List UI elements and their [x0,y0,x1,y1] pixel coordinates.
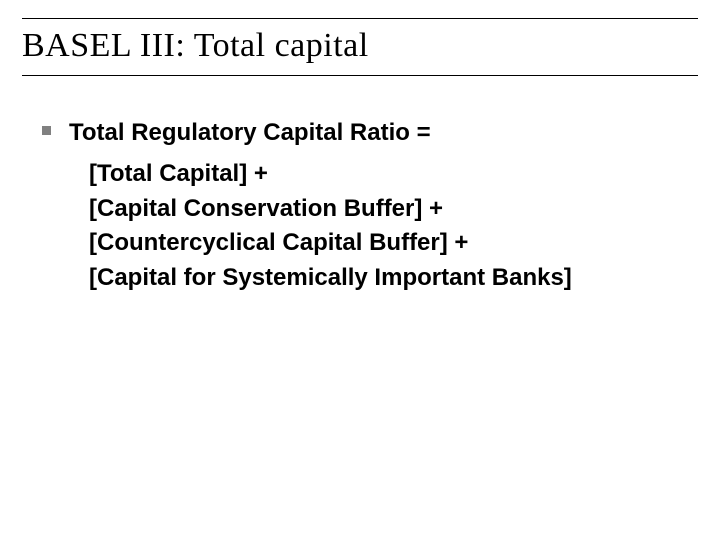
content-main-line: Total Regulatory Capital Ratio = [69,116,431,151]
bullet-item: Total Regulatory Capital Ratio = [42,116,698,151]
content-line: [Total Capital] + [42,157,698,192]
slide-content: Total Regulatory Capital Ratio = [Total … [22,116,698,296]
content-line: [Countercyclical Capital Buffer] + [42,226,698,261]
content-line: [Capital Conservation Buffer] + [42,192,698,227]
slide-container: BASEL III: Total capital Total Regulator… [0,0,720,540]
content-line: [Capital for Systemically Important Bank… [42,261,698,296]
square-bullet-icon [42,126,51,135]
slide-title: BASEL III: Total capital [22,27,698,65]
title-container: BASEL III: Total capital [22,18,698,76]
